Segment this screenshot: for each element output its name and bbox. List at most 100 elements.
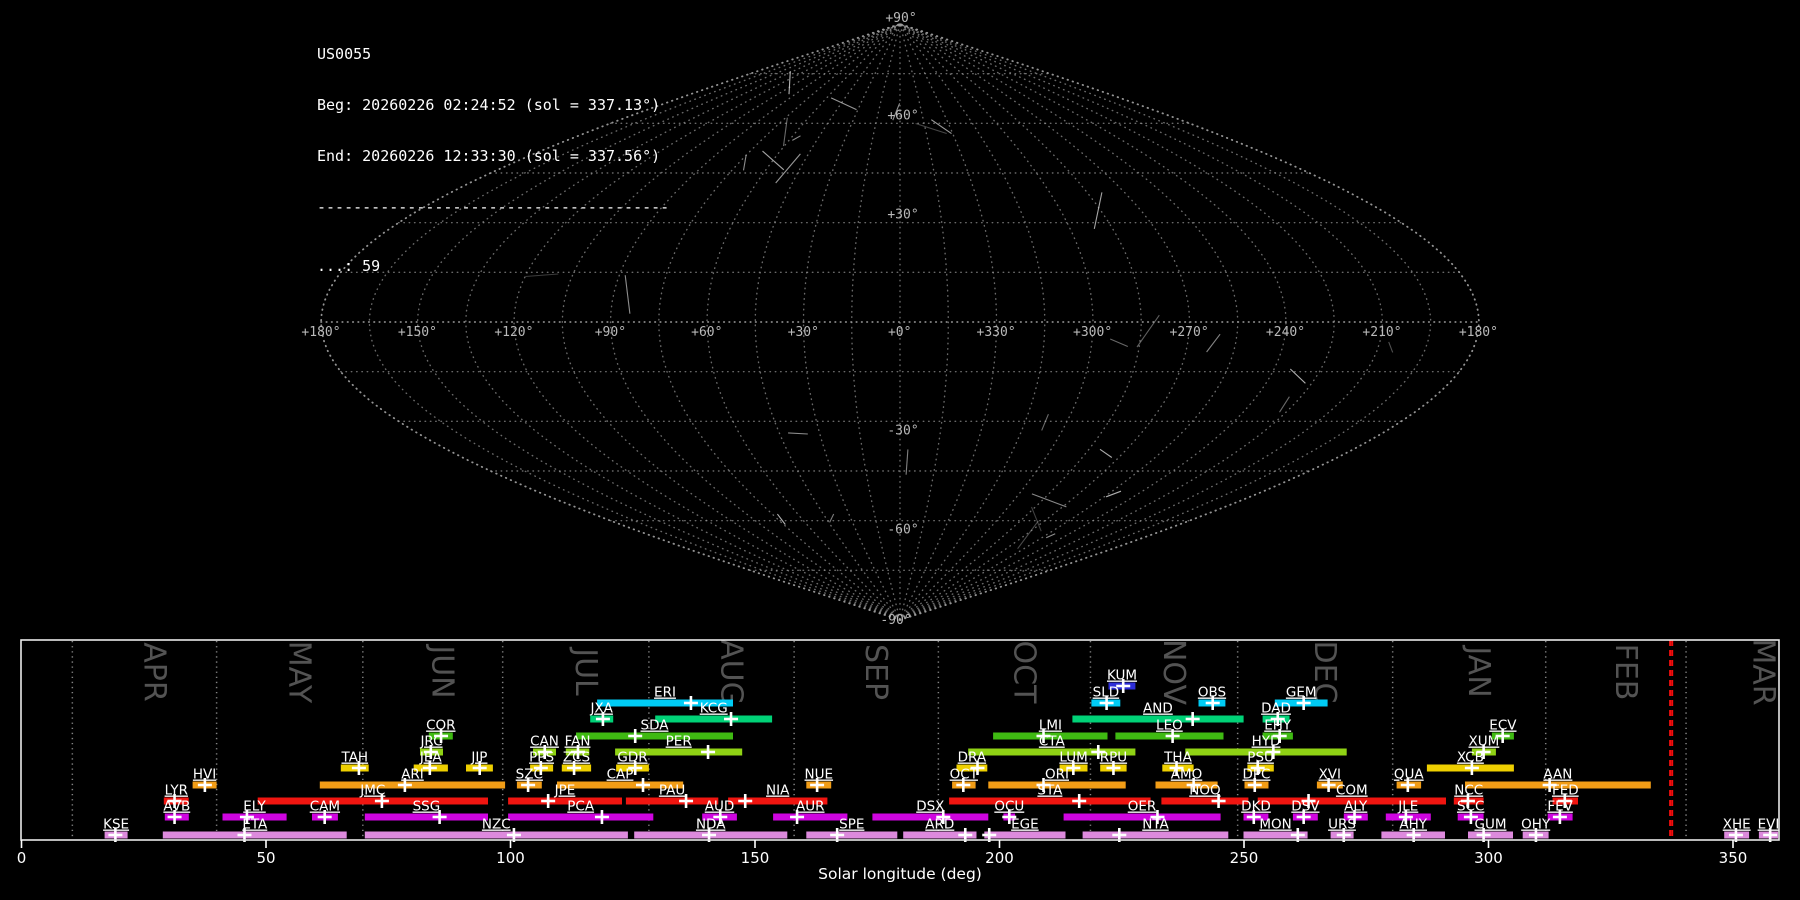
shower-label: ALY bbox=[1344, 799, 1368, 815]
shower-bar bbox=[728, 797, 828, 805]
shower-label: JRC bbox=[419, 734, 442, 750]
shower-bar bbox=[1161, 797, 1249, 805]
shower-bar bbox=[222, 813, 287, 821]
shower-label: DKD bbox=[1241, 799, 1271, 815]
grid-meridian bbox=[899, 23, 1094, 621]
meteor-streak bbox=[782, 117, 788, 147]
shower-bar bbox=[968, 748, 1136, 756]
shower-label: DSX bbox=[916, 799, 944, 815]
meteor-streak bbox=[788, 71, 791, 95]
shower-label: GDR bbox=[617, 750, 647, 766]
month-label: JUN bbox=[425, 643, 460, 698]
shower-bar bbox=[557, 781, 684, 789]
shower-label: AVB bbox=[163, 799, 190, 815]
shower-label: NTA bbox=[1142, 817, 1169, 833]
shower-label: KSE bbox=[103, 817, 129, 833]
meteor-streak bbox=[1289, 368, 1306, 384]
shower-bar bbox=[1257, 797, 1446, 805]
shower-bar bbox=[1465, 781, 1651, 789]
shower-label: JXA bbox=[589, 701, 613, 717]
shower-label: KUM bbox=[1107, 668, 1137, 684]
meteor-streak bbox=[1109, 338, 1129, 348]
shower-label: KCG bbox=[700, 701, 728, 717]
meteor-count: ...: 59 bbox=[317, 257, 381, 275]
shower-bar bbox=[597, 699, 733, 707]
month-label: JUL bbox=[568, 646, 603, 696]
shower-label: PSU bbox=[1247, 750, 1274, 766]
meteor-streak bbox=[1017, 520, 1039, 550]
x-tick-label: 200 bbox=[985, 849, 1014, 867]
meteor-streak bbox=[830, 97, 857, 111]
shower-bar bbox=[508, 813, 654, 821]
shower-label: JMC bbox=[359, 783, 385, 799]
shower-label: SPE bbox=[839, 817, 864, 833]
shower-label: CAM bbox=[310, 799, 340, 815]
shower-bar bbox=[1155, 781, 1218, 789]
shower-label: NIA bbox=[766, 783, 790, 799]
shower-bar bbox=[773, 813, 848, 821]
lon-label: +30° bbox=[788, 325, 819, 340]
shower-label: ORI bbox=[1045, 767, 1069, 783]
shower-label: CAP bbox=[607, 767, 634, 783]
shower-bar bbox=[625, 797, 719, 805]
shower-bar bbox=[576, 732, 733, 740]
x-tick-label: 0 bbox=[17, 849, 27, 867]
shower-label: JLE bbox=[1397, 799, 1418, 815]
shower-bar bbox=[872, 813, 989, 821]
shower-label: PPS bbox=[529, 750, 554, 766]
shower-label: GUM bbox=[1475, 817, 1507, 833]
shower-bar bbox=[615, 748, 743, 756]
shower-label: ARD bbox=[925, 817, 954, 833]
shower-label: OER bbox=[1128, 799, 1157, 815]
sky-map: +180° +150° +120° +90° +60° +30° +0° +330° +300°… bbox=[301, 11, 1498, 628]
month-label: SEP bbox=[858, 644, 893, 700]
lon-label: +300° bbox=[1073, 325, 1112, 340]
shower-label: OHY bbox=[1521, 817, 1551, 833]
meteor-streak bbox=[776, 513, 786, 525]
lon-label: +240° bbox=[1266, 325, 1305, 340]
shower-label: AHY bbox=[1399, 817, 1427, 833]
shower-label: XUM bbox=[1469, 734, 1500, 750]
x-tick-label: 150 bbox=[741, 849, 770, 867]
shower-label: STA bbox=[1037, 783, 1063, 799]
shower-label: ECV bbox=[1489, 718, 1517, 734]
lon-label: +90° bbox=[595, 325, 626, 340]
meteor-streak bbox=[775, 153, 801, 184]
shower-label: TAH bbox=[341, 750, 369, 766]
shower-bar bbox=[508, 797, 622, 805]
shower-label: DSV bbox=[1291, 799, 1320, 815]
grid-meridian bbox=[899, 23, 1046, 621]
shower-bar bbox=[984, 831, 1066, 839]
shower-label: EHY bbox=[1264, 718, 1292, 734]
meteor-streak bbox=[1099, 448, 1113, 458]
shower-label: EGE bbox=[1011, 817, 1039, 833]
shower-bar bbox=[319, 781, 506, 789]
month-label: FEB bbox=[1608, 644, 1643, 701]
shower-bar bbox=[655, 715, 773, 723]
lon-label: +180° bbox=[1459, 325, 1498, 340]
shower-label: LMI bbox=[1039, 718, 1062, 734]
shower-label: URS bbox=[1328, 817, 1356, 833]
shower-label: XVI bbox=[1319, 767, 1341, 783]
meteor-streak bbox=[1105, 490, 1122, 498]
shower-bar bbox=[1063, 813, 1221, 821]
lon-label: +150° bbox=[398, 325, 437, 340]
lon-label: +180° bbox=[301, 325, 340, 340]
month-label: NOV bbox=[1156, 639, 1191, 706]
grid-meridian bbox=[706, 23, 901, 621]
shower-label: EVI bbox=[1758, 817, 1780, 833]
month-label: MAY bbox=[282, 641, 317, 704]
meteor-streak bbox=[1093, 192, 1103, 230]
station-id: US0055 bbox=[317, 45, 372, 63]
meteor-streak bbox=[525, 273, 559, 278]
lon-label: +120° bbox=[494, 325, 533, 340]
month-label: DEC bbox=[1307, 640, 1342, 703]
meteor-streak bbox=[1030, 506, 1042, 532]
shower-label: XHE bbox=[1723, 817, 1751, 833]
shower-label: ETA bbox=[242, 817, 268, 833]
x-axis-title: Solar longitude (deg) bbox=[818, 865, 982, 883]
chart-border bbox=[20, 639, 1780, 841]
shower-label: OCT bbox=[950, 767, 979, 783]
separator: --------------------------------------- bbox=[317, 198, 670, 216]
